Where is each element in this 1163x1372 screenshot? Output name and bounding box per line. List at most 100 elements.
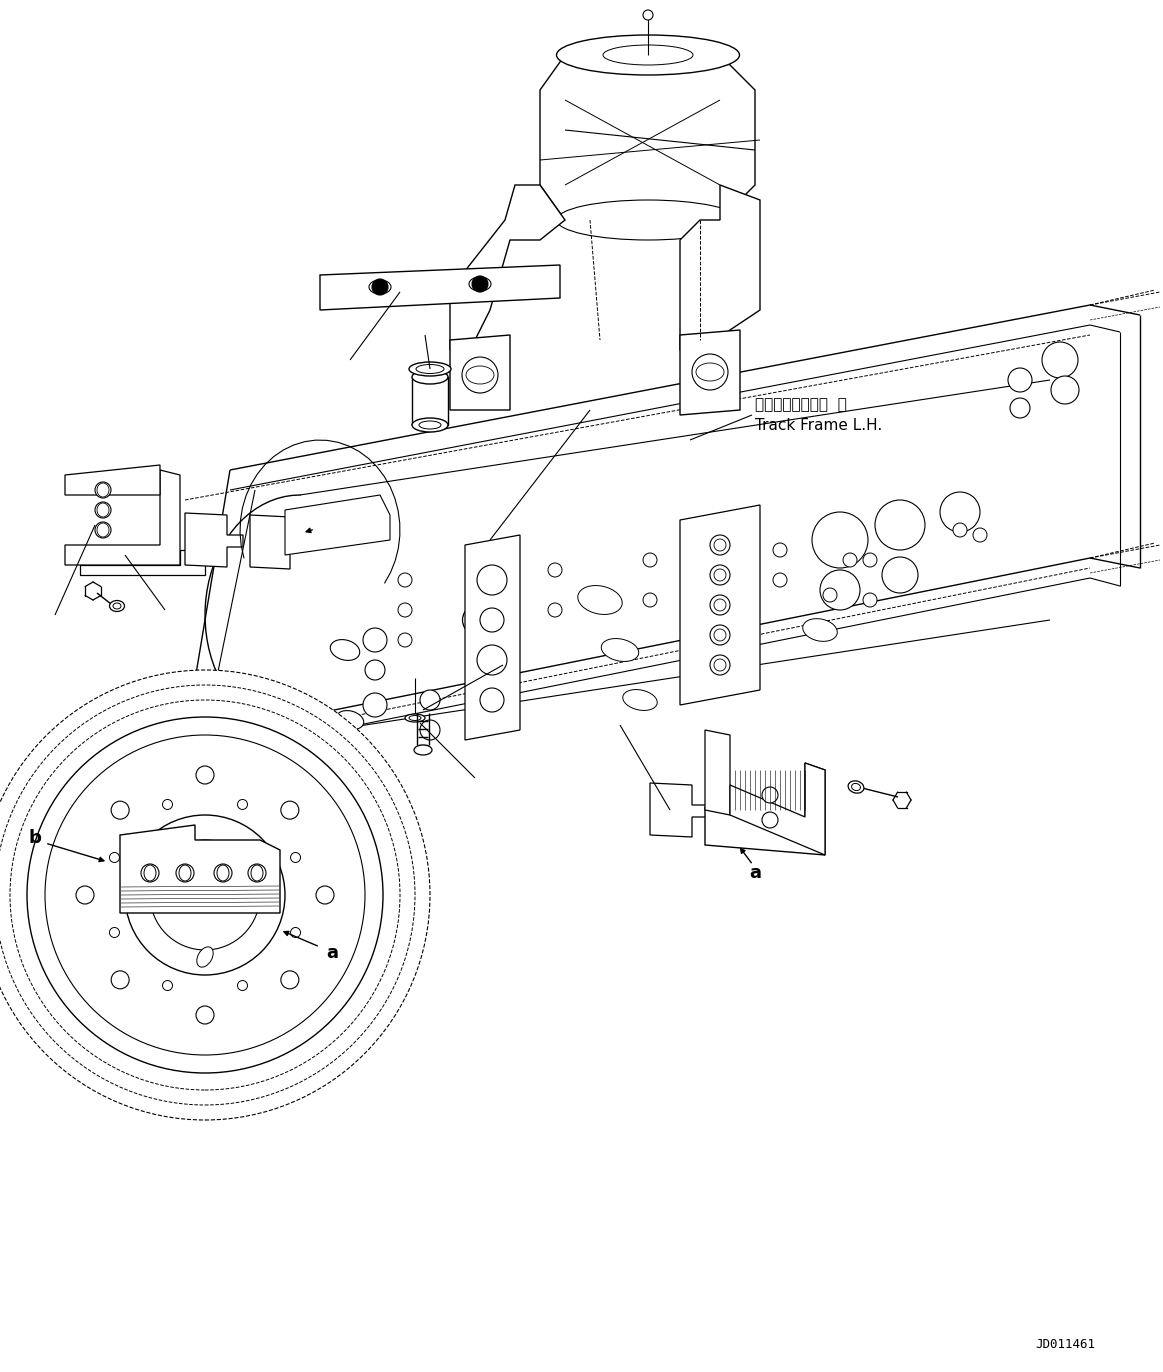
Polygon shape (465, 535, 520, 740)
Ellipse shape (144, 864, 156, 881)
Circle shape (477, 645, 507, 675)
Circle shape (762, 812, 778, 827)
Circle shape (820, 569, 859, 611)
Circle shape (150, 840, 261, 949)
Polygon shape (185, 513, 243, 567)
Circle shape (420, 720, 440, 740)
Circle shape (141, 864, 159, 882)
Polygon shape (730, 763, 825, 855)
Circle shape (109, 852, 120, 863)
Polygon shape (412, 377, 448, 425)
Text: Track Frame L.H.: Track Frame L.H. (755, 417, 883, 432)
Circle shape (472, 276, 488, 292)
Text: JD011461: JD011461 (1035, 1339, 1096, 1351)
Ellipse shape (369, 280, 391, 294)
Circle shape (709, 535, 730, 556)
Circle shape (773, 543, 787, 557)
Polygon shape (705, 730, 730, 815)
Circle shape (477, 565, 507, 595)
Polygon shape (65, 471, 180, 565)
Ellipse shape (412, 370, 448, 384)
Circle shape (1009, 398, 1030, 418)
Circle shape (952, 523, 966, 536)
Circle shape (45, 735, 365, 1055)
Ellipse shape (557, 200, 740, 240)
Circle shape (762, 788, 778, 803)
Circle shape (363, 628, 387, 652)
Circle shape (398, 604, 412, 617)
Circle shape (1008, 368, 1032, 392)
Circle shape (197, 766, 214, 783)
Circle shape (398, 632, 412, 648)
Circle shape (462, 357, 498, 392)
Circle shape (124, 815, 285, 975)
Polygon shape (680, 505, 759, 705)
Circle shape (643, 10, 652, 21)
Circle shape (365, 660, 385, 681)
Circle shape (398, 573, 412, 587)
Circle shape (372, 279, 388, 295)
Circle shape (214, 864, 231, 882)
Circle shape (714, 659, 726, 671)
Ellipse shape (469, 277, 491, 291)
Ellipse shape (217, 864, 229, 881)
Ellipse shape (622, 690, 657, 711)
Circle shape (709, 565, 730, 584)
Circle shape (643, 553, 657, 567)
Circle shape (1042, 342, 1078, 379)
Circle shape (112, 801, 129, 819)
Circle shape (714, 628, 726, 641)
Polygon shape (320, 265, 561, 310)
Circle shape (714, 539, 726, 552)
Circle shape (882, 557, 918, 593)
Circle shape (291, 927, 300, 937)
Circle shape (420, 690, 440, 709)
Ellipse shape (197, 947, 213, 967)
Ellipse shape (416, 365, 444, 373)
Circle shape (237, 800, 248, 809)
Circle shape (548, 563, 562, 578)
Ellipse shape (97, 504, 109, 517)
Polygon shape (80, 550, 205, 575)
Circle shape (863, 553, 877, 567)
Circle shape (773, 573, 787, 587)
Circle shape (714, 600, 726, 611)
Text: b: b (28, 829, 41, 847)
Polygon shape (120, 825, 280, 912)
Circle shape (0, 670, 430, 1120)
Circle shape (548, 604, 562, 617)
Circle shape (27, 718, 383, 1073)
Circle shape (10, 700, 400, 1089)
Polygon shape (450, 185, 565, 350)
Ellipse shape (336, 711, 364, 730)
Ellipse shape (601, 638, 638, 661)
Circle shape (237, 981, 248, 991)
Circle shape (480, 687, 504, 712)
Text: トラックフレーム  左: トラックフレーム 左 (755, 398, 847, 413)
Ellipse shape (409, 362, 451, 376)
Circle shape (76, 886, 94, 904)
Circle shape (248, 864, 266, 882)
Circle shape (0, 685, 415, 1104)
Ellipse shape (419, 421, 441, 429)
Ellipse shape (97, 523, 109, 536)
Polygon shape (680, 185, 759, 350)
Ellipse shape (802, 619, 837, 641)
Circle shape (714, 569, 726, 580)
Ellipse shape (109, 601, 124, 612)
Circle shape (280, 801, 299, 819)
Ellipse shape (412, 418, 448, 432)
Circle shape (163, 981, 172, 991)
Circle shape (1051, 376, 1079, 403)
Polygon shape (250, 514, 306, 569)
Ellipse shape (248, 858, 270, 871)
Circle shape (709, 654, 730, 675)
Text: a: a (326, 944, 338, 962)
Circle shape (291, 852, 300, 863)
Ellipse shape (409, 716, 421, 720)
Circle shape (863, 593, 877, 606)
Ellipse shape (251, 864, 263, 881)
Circle shape (95, 482, 110, 498)
Circle shape (95, 502, 110, 519)
Circle shape (812, 512, 868, 568)
